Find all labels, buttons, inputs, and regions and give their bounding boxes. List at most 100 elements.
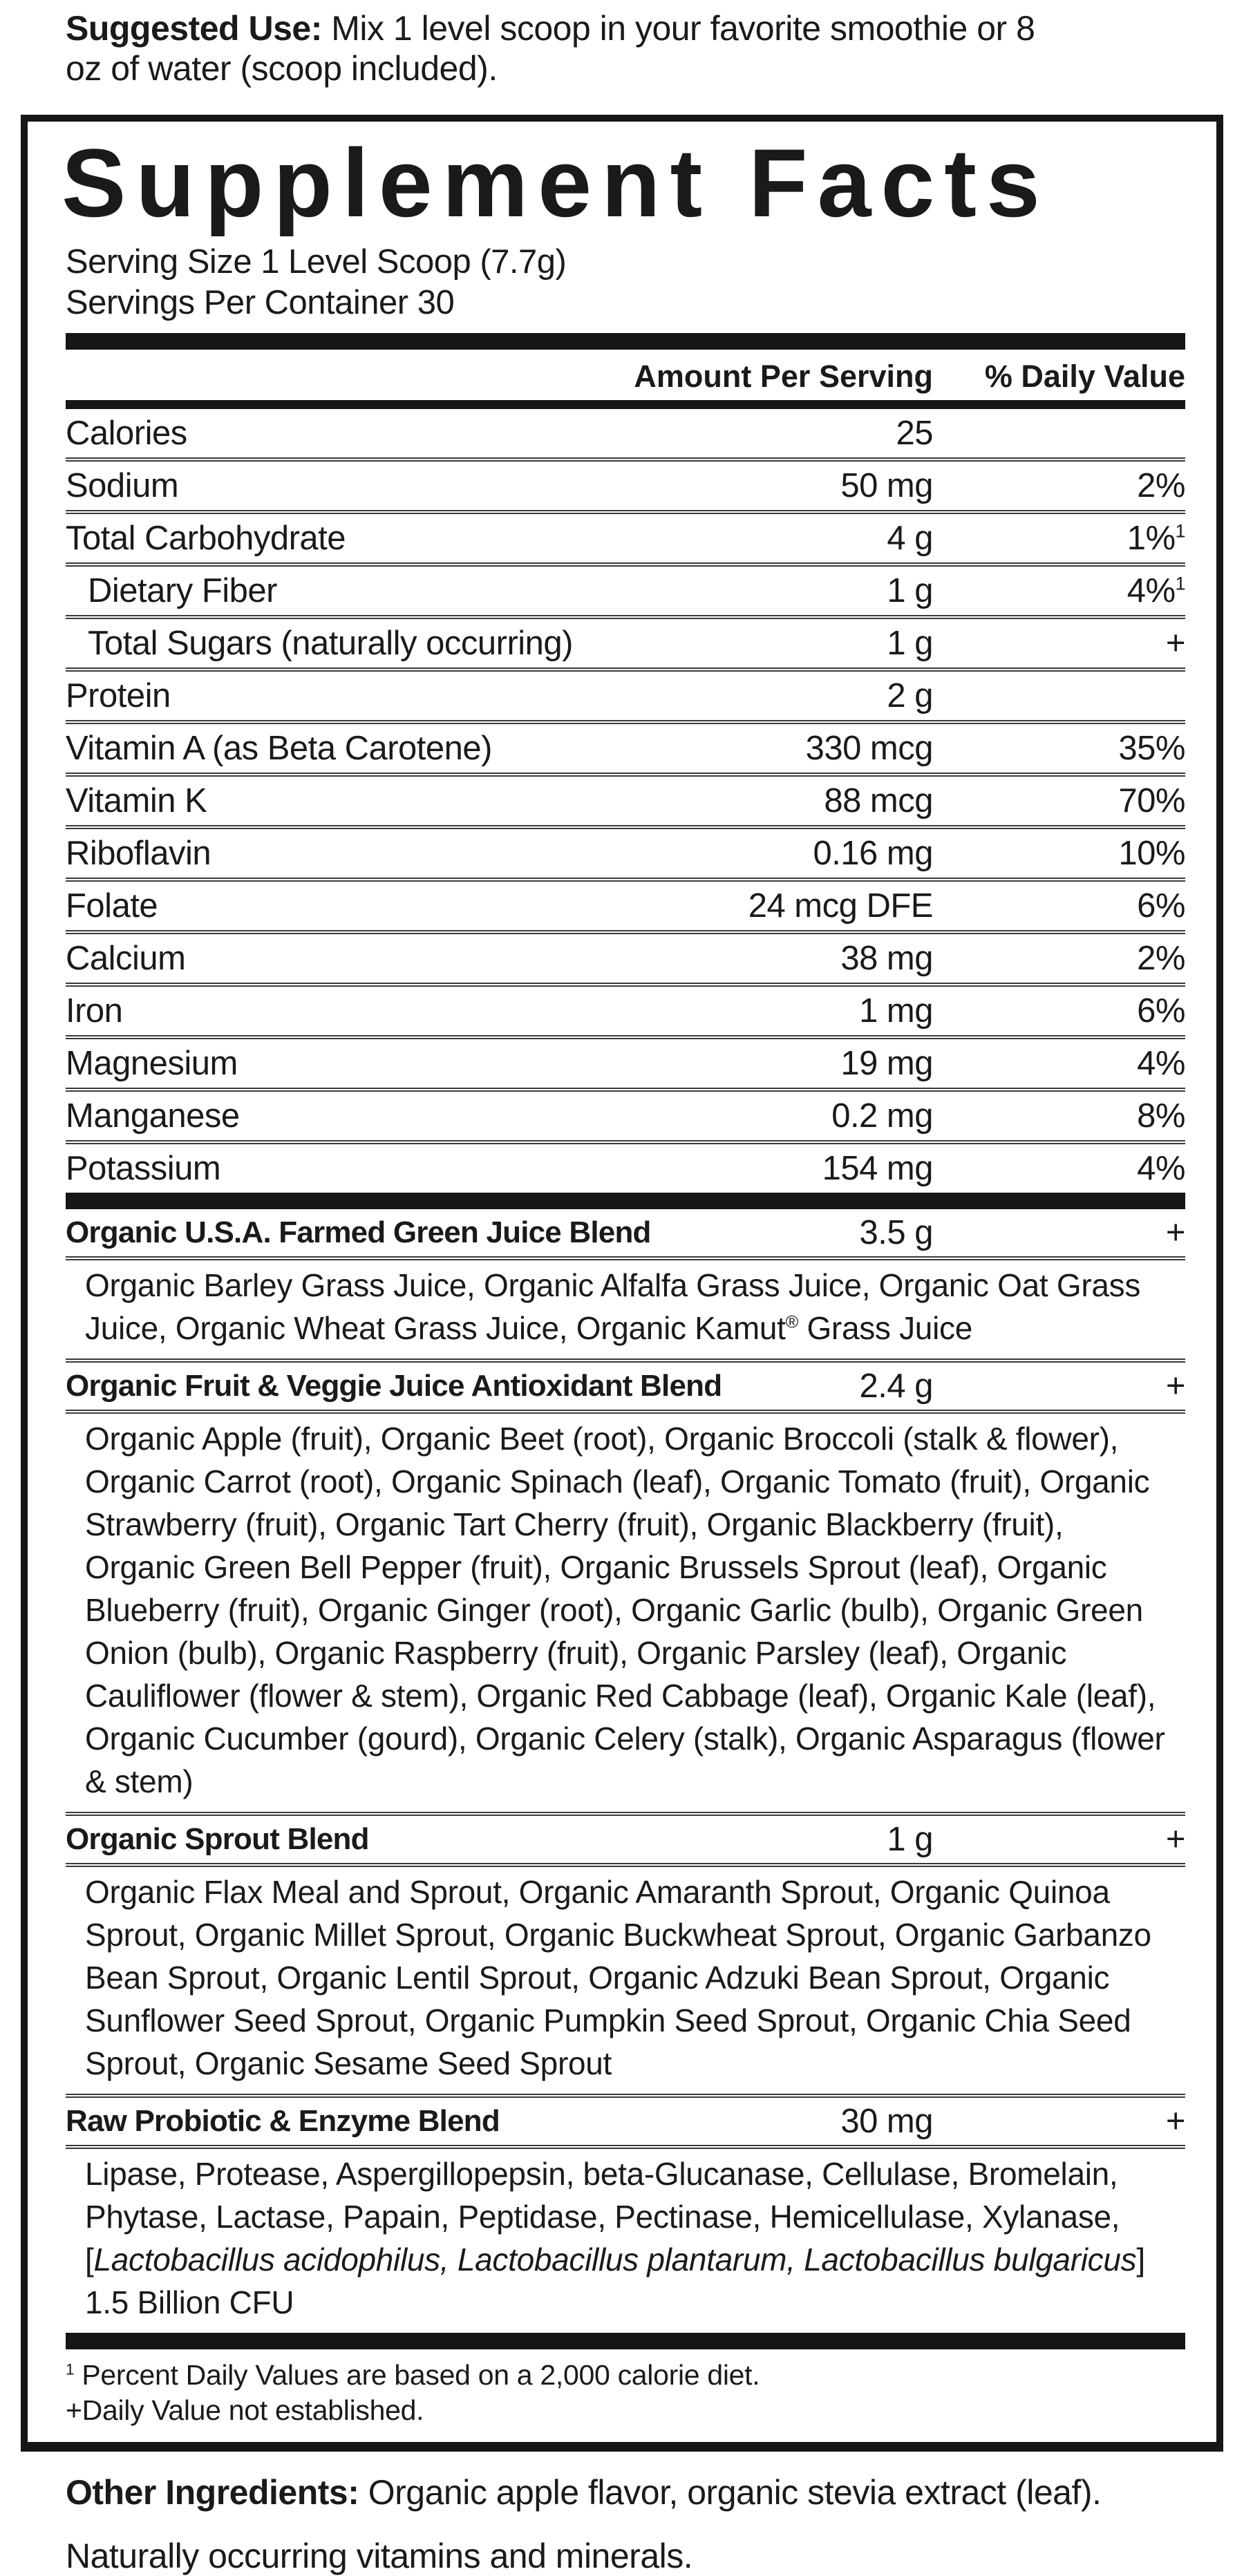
header-daily-value: % Daily Value [984, 358, 1185, 394]
nutrient-name: Dietary Fiber [88, 571, 277, 609]
nutrient-name: Calories [66, 414, 187, 452]
nutrient-amount: 330 mcg [805, 729, 934, 767]
blend-daily-value: + [1165, 1820, 1186, 1858]
footnote-line: 1 Percent Daily Values are based on a 2,… [66, 2358, 760, 2391]
nutrient-name: Calcium [66, 939, 186, 977]
blend-amount: 2.4 g [859, 1367, 934, 1405]
nutrient-daily-value: 8% [1137, 1097, 1185, 1135]
other-ingredients: Other Ingredients: Organic apple flavor,… [66, 2472, 1203, 2512]
section-divider-bar [66, 1192, 1185, 1209]
servings-per-container: Servings Per Container 30 [66, 283, 455, 321]
suggested-use-label: Suggested Use: [66, 9, 322, 48]
nutrient-daily-value: 35% [1118, 729, 1185, 767]
table-row: Total Carbohydrate 4 g 1%1 [66, 509, 1186, 562]
nutrient-amount: 0.16 mg [813, 834, 933, 872]
table-row: Dietary Fiber 1 g 4%1 [66, 562, 1186, 615]
nutrient-daily-value: + [1165, 624, 1186, 662]
blend-ingredients: Organic Barley Grass Juice, Organic Alfa… [66, 1256, 1185, 1358]
nutrient-name: Total Carbohydrate [66, 519, 346, 557]
blend-ingredients: Organic Apple (fruit), Organic Beet (roo… [66, 1409, 1185, 1812]
nutrient-name: Total Sugars (naturally occurring) [88, 624, 573, 662]
table-row: Iron 1 mg 6% [66, 982, 1186, 1035]
nutrient-name: Protein [66, 676, 171, 714]
blend-title-row: Raw Probiotic & Enzyme Blend 30 mg + [66, 2093, 1186, 2145]
panel-title: Supplement Facts [62, 129, 1050, 237]
suggested-use: Suggested Use: Mix 1 level scoop in your… [66, 8, 1054, 88]
table-row: Protein 2 g [66, 667, 1185, 720]
table-row: Total Sugars (naturally occurring) 1 g + [66, 614, 1186, 667]
nutrient-amount: 38 mg [840, 939, 933, 977]
table-row: Potassium 154 mg 4% [66, 1139, 1186, 1193]
blend-daily-value: + [1165, 1367, 1186, 1405]
table-row: Calcium 38 mg 2% [66, 929, 1186, 983]
nutrient-daily-value: 1%1 [1127, 519, 1186, 557]
blend-title-row: Organic Sprout Blend 1 g + [66, 1811, 1186, 1863]
table-row: Magnesium 19 mg 4% [66, 1034, 1186, 1088]
nutrient-daily-value: 6% [1137, 992, 1185, 1030]
nutrient-daily-value: 70% [1118, 782, 1185, 820]
nutrient-name: Manganese [66, 1097, 240, 1135]
nutrient-amount: 50 mg [840, 466, 933, 504]
table-row: Sodium 50 mg 2% [66, 457, 1186, 510]
nutrient-name: Vitamin A (as Beta Carotene) [66, 729, 492, 767]
blend-amount: 30 mg [840, 2102, 933, 2140]
blend-name: Raw Probiotic & Enzyme Blend [66, 2103, 500, 2138]
nutrient-daily-value [933, 414, 1185, 453]
blend-daily-value: + [1165, 2102, 1186, 2140]
blend-rows: Organic U.S.A. Farmed Green Juice Blend 3… [66, 1209, 1186, 2333]
table-row: Vitamin K 88 mcg 70% [66, 772, 1186, 825]
table-row: Folate 24 mcg DFE 6% [66, 877, 1186, 930]
section-divider-bar [66, 2332, 1185, 2349]
blend-name: Organic U.S.A. Farmed Green Juice Blend [66, 1215, 651, 1249]
blend-title-row: Organic Fruit & Veggie Juice Antioxidant… [66, 1358, 1186, 1410]
blend-daily-value: + [1165, 1213, 1186, 1251]
nutrient-amount: 4 g [887, 519, 933, 557]
nutrient-daily-value: 6% [1137, 887, 1185, 925]
nutrient-daily-value: 4% [1137, 1044, 1185, 1082]
nutrient-amount: 1 mg [859, 992, 933, 1030]
header-amount-per-serving: Amount Per Serving [634, 358, 933, 394]
nutrient-daily-value: 4%1 [1127, 571, 1186, 609]
nutrient-amount: 24 mcg DFE [748, 887, 934, 925]
serving-size: Serving Size 1 Level Scoop (7.7g) [66, 243, 567, 281]
nutrient-amount: 1 g [887, 624, 933, 662]
other-ingredients-label: Other Ingredients: [66, 2472, 359, 2512]
blend-name: Organic Sprout Blend [66, 1821, 370, 1856]
nutrient-amount: 88 mcg [824, 782, 933, 820]
nutrient-amount: 2 g [887, 676, 933, 714]
section-divider-bar [66, 332, 1185, 350]
nutrient-amount: 19 mg [840, 1044, 933, 1082]
nutrient-rows: Calories 25 Sodium 50 mg 2% Total Carbohydrat… [66, 409, 1186, 1193]
footnote-line: +Daily Value not established. [66, 2394, 424, 2426]
other-ingredients-text: Organic apple flavor, organic stevia ext… [359, 2472, 1102, 2512]
nutrient-amount: 0.2 mg [831, 1097, 933, 1135]
blend-ingredients: Lipase, Protease, Aspergillopepsin, beta… [66, 2144, 1185, 2333]
nutrient-amount: 1 g [887, 571, 933, 609]
nutrient-daily-value: 2% [1137, 939, 1185, 977]
nutrient-daily-value: 10% [1118, 834, 1185, 872]
blend-amount: 1 g [887, 1820, 933, 1858]
nutrient-amount: 154 mg [822, 1149, 934, 1187]
table-row: Vitamin A (as Beta Carotene) 330 mcg 35% [66, 719, 1186, 773]
nutrient-name: Magnesium [66, 1044, 238, 1082]
header-divider-bar [66, 399, 1185, 409]
suggested-use-text: Mix 1 level scoop in your favorite smoot… [66, 9, 1035, 88]
blend-title-row: Organic U.S.A. Farmed Green Juice Blend 3… [66, 1209, 1186, 1256]
nutrient-daily-value [933, 676, 1185, 715]
nutrient-name: Iron [66, 992, 123, 1030]
nutrient-daily-value: 4% [1137, 1149, 1185, 1187]
table-row: Calories 25 [66, 409, 1185, 457]
nutrient-name: Riboflavin [66, 834, 211, 872]
nutrient-name: Potassium [66, 1149, 221, 1187]
nutrient-name: Sodium [66, 466, 179, 504]
nutrient-amount: 25 [896, 414, 933, 452]
blend-ingredients: Organic Flax Meal and Sprout, Organic Am… [66, 1862, 1185, 2094]
supplement-facts-panel: Supplement Facts Serving Size 1 Level Sc… [21, 115, 1223, 2452]
table-row: Riboflavin 0.16 mg 10% [66, 824, 1186, 878]
blend-name: Organic Fruit & Veggie Juice Antioxidant… [66, 1368, 722, 1403]
nutrient-daily-value: 2% [1137, 466, 1185, 504]
nutrient-name: Vitamin K [66, 782, 207, 820]
table-header-row: Amount Per Serving % Daily Value [66, 350, 1185, 400]
nutrient-name: Folate [66, 887, 158, 925]
table-row: Manganese 0.2 mg 8% [66, 1087, 1186, 1140]
